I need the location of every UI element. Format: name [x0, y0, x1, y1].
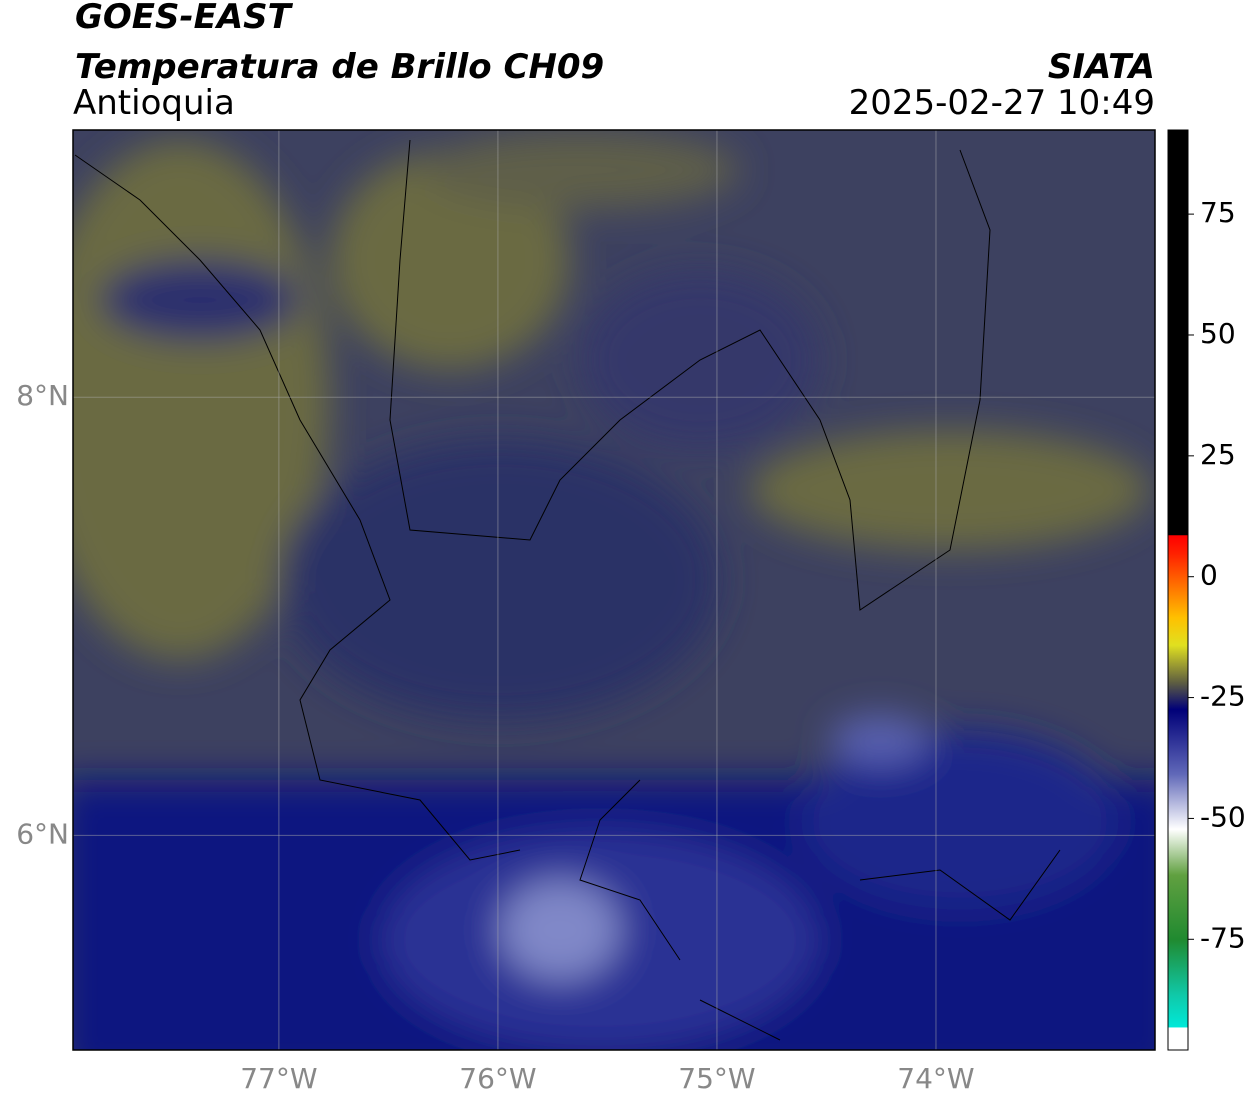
product: Temperatura de Brillo CH09: [75, 47, 604, 87]
colorbar-tick-label: -25: [1200, 680, 1246, 713]
region: Antioquia: [73, 83, 235, 123]
colorbar-tick-label: -75: [1200, 921, 1246, 954]
satellite: GOES-EAST: [75, 0, 294, 37]
lon-tick-label: 77°W: [240, 1062, 317, 1095]
map-field: [73, 130, 1155, 1050]
lat-tick-label: 6°N: [16, 817, 69, 850]
lon-tick-label: 75°W: [678, 1062, 755, 1095]
colorbar-tick-label: 50: [1200, 317, 1236, 350]
map-frame: [72, 129, 1156, 1051]
lon-tick-label: 76°W: [459, 1062, 536, 1095]
colorbar-tick-label: 75: [1200, 196, 1236, 229]
colorbar-tick-label: 25: [1200, 438, 1236, 471]
lat-tick-label: 8°N: [16, 379, 69, 412]
datetime: 2025-02-27 10:49: [849, 83, 1155, 123]
colorbar-tick-label: 0: [1200, 559, 1218, 592]
colorbar-tick-label: -50: [1200, 800, 1246, 833]
source: SIATA: [1048, 47, 1155, 87]
colorbar: [1167, 129, 1189, 1051]
lon-tick-label: 74°W: [897, 1062, 974, 1095]
